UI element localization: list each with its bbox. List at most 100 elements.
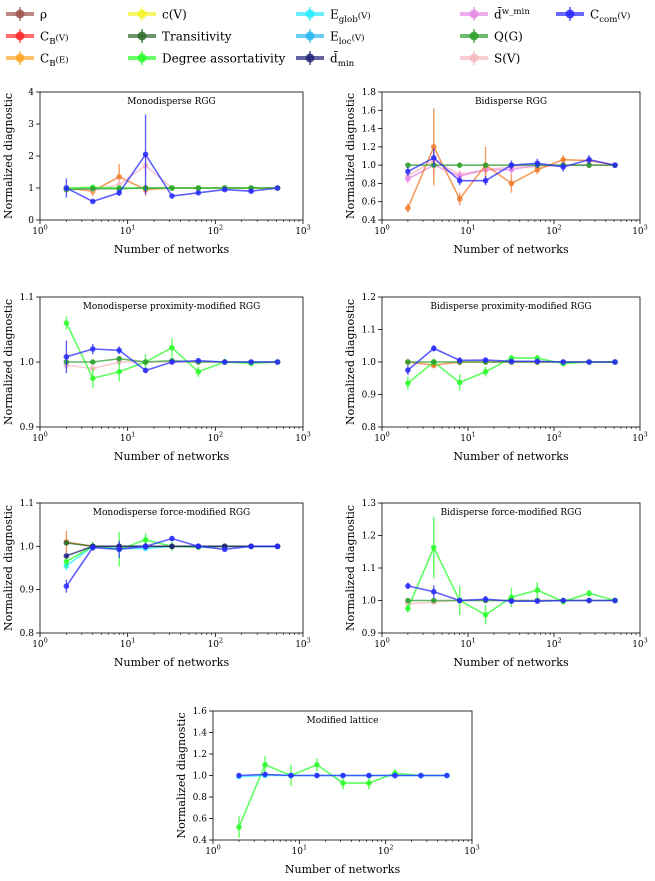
legend-entry: Eloc(V) [296,29,365,47]
x-axis-label: Number of networks [114,450,230,463]
data-point [366,780,372,786]
data-point [116,368,122,375]
y-tick-label: 1.3 [362,499,377,509]
data-point [63,540,70,546]
axes-frame [381,502,641,634]
x-tick-label: 101 [460,637,476,651]
y-tick-label: 0.6 [193,815,208,825]
legend-entry: c(V) [128,7,187,22]
x-tick-label: 101 [120,637,136,651]
series-c-com-v- [63,114,281,205]
y-tick-label: 1.8 [362,88,377,98]
y-tick-label: 0.8 [20,629,35,639]
series-c-com-v- [63,535,281,593]
data-point [534,358,541,365]
data-point [63,354,70,360]
data-point [456,379,463,386]
data-point [142,151,149,158]
y-tick-label: 1.2 [362,532,376,542]
panel-title: Monodisperse RGG [127,97,215,107]
data-point [195,543,202,550]
legend-entry: Eglob(V) [296,7,371,25]
legend-label: CB(E) [40,52,69,70]
y-tick-label: 0.4 [193,836,208,846]
series-group [63,114,281,205]
data-point [430,544,437,551]
series-degree-assortativity [63,316,281,388]
data-point [482,368,489,375]
data-point [195,185,202,191]
y-tick-label: 1.1 [20,499,34,509]
data-point [142,359,149,365]
series-group [405,345,618,391]
legend-entry: CB(V) [6,29,69,47]
data-point [221,359,228,365]
x-tick-label: 102 [546,224,562,238]
y-tick-label: 2 [28,152,34,162]
y-tick-label: 0.9 [20,586,35,596]
legend-entry: ρ [6,7,47,22]
data-point [405,605,411,612]
y-tick-label: 1.1 [362,564,376,574]
data-point [482,612,489,618]
data-point [586,359,592,365]
x-tick-label: 100 [374,431,390,445]
legend-label: Degree assortativity [162,52,286,66]
series-group [236,756,450,838]
series-group [63,316,281,388]
legend: ρ CB(V) CB(E) c(V) Transitivity Degree assort… [6,6,630,69]
legend-label: Ccom(V) [590,8,630,26]
data-point [405,162,411,168]
data-point [89,375,96,382]
data-point [612,359,618,365]
y-tick-label: 1.4 [193,729,208,739]
y-tick-label: 1.2 [362,143,376,153]
y-tick-label: 1.6 [193,707,208,717]
data-point [508,358,515,365]
data-point [482,177,489,184]
x-tick-label: 102 [208,431,224,445]
axes-frame [39,91,304,221]
legend-label: CB(V) [40,30,69,48]
data-point [89,544,96,551]
y-tick-label: 1 [28,184,34,194]
y-tick-label: 3 [28,120,34,130]
data-point [430,588,437,595]
data-point [586,597,592,604]
x-tick-label: 102 [546,637,562,651]
data-point [534,160,541,167]
data-point [89,198,96,205]
data-point [314,761,320,768]
chart-panel: 100 101 102 103 0.8 0.9 1.0 1.1 1.2 Bidisperse pr… [344,293,648,463]
chart-panel: 100 101 102 103 0.8 0.9 1.0 1.1 Monodisperse for… [2,499,311,669]
data-point [169,185,175,191]
x-tick-label: 102 [208,637,224,651]
legend-label: S(V) [494,52,520,66]
data-point [508,180,515,187]
x-tick-label: 103 [632,224,648,238]
data-point [482,162,489,168]
panel-title: Monodisperse force-modified RGG [93,508,250,518]
x-tick-label: 100 [32,431,48,445]
series-degree-assortativity [236,756,450,838]
y-tick-label: 1.4 [362,125,377,135]
x-tick-label: 100 [32,637,48,651]
axes-frame [381,91,641,221]
data-point [430,155,437,161]
data-point [405,380,411,386]
y-tick-label: 0.8 [362,179,377,189]
data-point [534,598,541,604]
data-point [274,543,281,550]
x-tick-label: 101 [460,431,476,445]
data-point [169,193,175,199]
legend-entry: Transitivity [128,29,232,44]
data-point [560,359,567,365]
legend-label: Eloc(V) [330,30,365,48]
y-tick-label: 1.1 [20,293,34,303]
y-axis-label: Normalized diagnostic [344,299,357,425]
y-tick-label: 1.0 [193,772,208,782]
chart-panel: 100 101 102 103 0.4 0.6 0.8 1.0 1.2 1.4 1.6 Modifie… [175,707,480,876]
data-point [63,185,70,191]
data-point [405,168,411,175]
